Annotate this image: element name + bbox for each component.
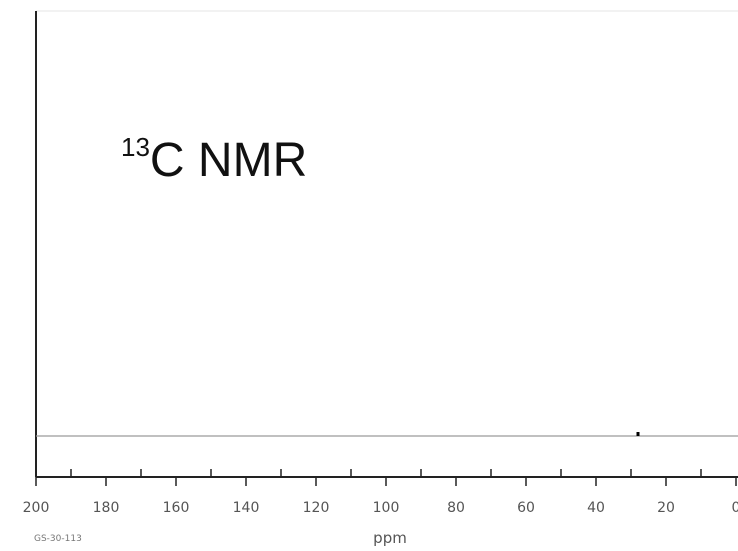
title-superscript: 13	[121, 132, 150, 162]
tick-labels-group: 200 180 160 140 120 100 80 60 40 20 0	[23, 500, 738, 516]
x-tick-label: 140	[233, 500, 260, 516]
title-main: C NMR	[150, 134, 307, 187]
x-tick-label: 80	[447, 500, 465, 516]
major-ticks-group	[35, 477, 737, 486]
chart-title: 13C NMR	[121, 132, 307, 187]
x-tick-label: 200	[23, 500, 50, 516]
x-axis-label: ppm	[373, 529, 407, 547]
minor-ticks-group	[70, 469, 702, 477]
x-tick-label: 40	[587, 500, 605, 516]
x-tick-label: 60	[517, 500, 535, 516]
x-tick-label: 160	[163, 500, 190, 516]
x-tick-label: 0	[732, 500, 738, 516]
x-tick-label: 120	[303, 500, 330, 516]
sample-code-label: GS-30-113	[34, 534, 82, 544]
x-tick-label: 20	[657, 500, 675, 516]
x-tick-label: 180	[93, 500, 120, 516]
x-tick-label: 100	[373, 500, 400, 516]
